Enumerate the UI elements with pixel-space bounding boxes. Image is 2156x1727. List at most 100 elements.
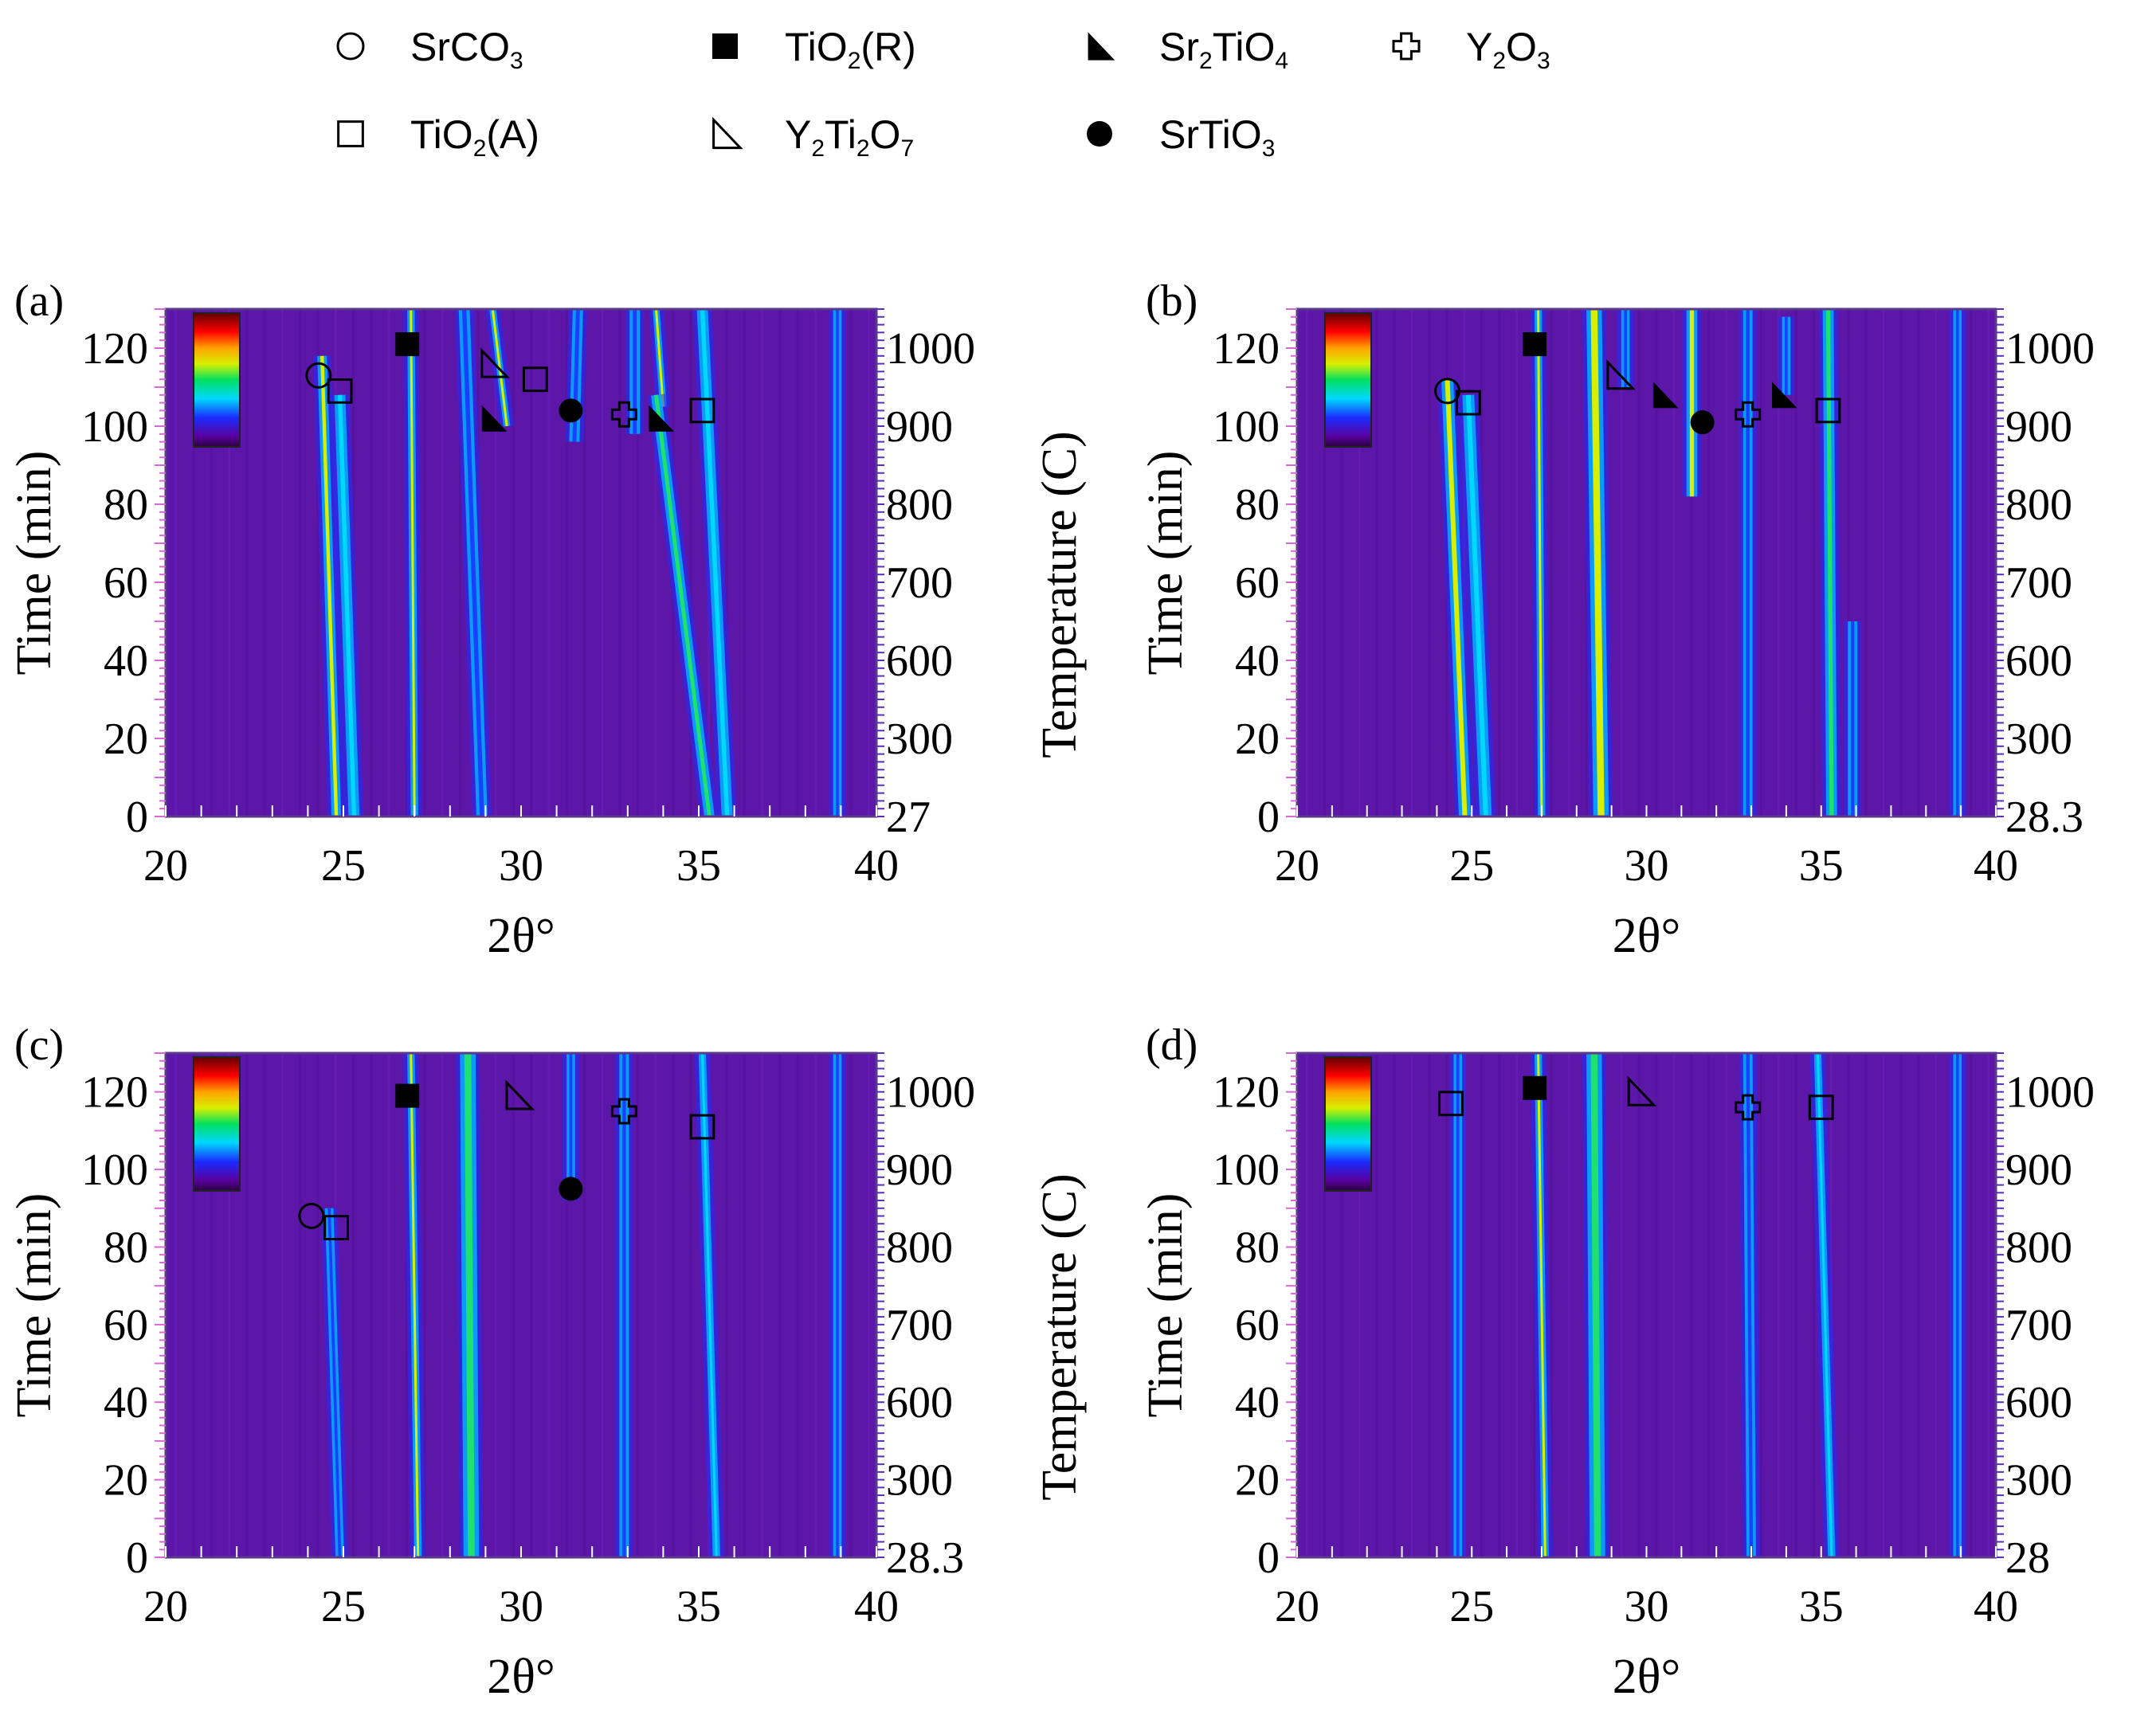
marker-open-triangle — [1606, 359, 1636, 390]
marker-open-triangle — [480, 347, 510, 378]
heatmap-streak — [352, 1053, 355, 1557]
legend-label-part: TiO — [1213, 25, 1276, 69]
heatmap-streak — [263, 309, 266, 817]
peak-8 — [1818, 308, 1841, 817]
marker-filled-square — [1523, 1075, 1547, 1100]
x-ticks — [165, 1546, 877, 1557]
legend-label-sr2tio4: Sr2TiO4 — [1159, 25, 1288, 74]
legend-label-tio2a: TiO2(A) — [410, 112, 539, 162]
peak-core — [1825, 308, 1834, 817]
temp-tick-label: 700 — [2005, 1301, 2072, 1350]
heatmap-streak — [743, 309, 746, 817]
x-tick-label: 40 — [1974, 841, 2018, 891]
peak-0 — [313, 355, 346, 817]
marker-filled-triangle — [481, 405, 508, 432]
legend-label-part: 2 — [848, 48, 861, 74]
heatmap-streak — [1672, 1053, 1676, 1557]
heatmap-streak — [1917, 309, 1920, 817]
panel-a: 20 25 30 35 40020406080100120273006007008009… — [7, 276, 1087, 963]
colorbar — [193, 312, 241, 448]
y-tick-label: 100 — [81, 402, 148, 452]
heatmap-streak — [565, 1053, 568, 1557]
heatmap-streak — [210, 1053, 213, 1557]
heatmap-streak — [1917, 1053, 1920, 1557]
y-tick-label: 120 — [1213, 324, 1280, 374]
heatmap-streak — [1323, 309, 1326, 817]
heatmap-streak — [263, 1053, 266, 1557]
marker-filled-square — [395, 1083, 420, 1108]
heatmap-streak — [1445, 1053, 1448, 1557]
heatmap-streak — [867, 1053, 870, 1557]
phase-markers — [305, 332, 715, 432]
x-tick-label: 35 — [676, 841, 721, 891]
temp-tick-label: 800 — [886, 1223, 953, 1272]
marker-filled-square — [395, 332, 420, 357]
temp-tick-label: 800 — [2005, 1223, 2072, 1272]
heatmap-streak — [1777, 1053, 1780, 1557]
temp-tick-label: 600 — [2005, 1378, 2072, 1427]
x-tick-label: 35 — [1799, 1582, 1844, 1631]
peak-2 — [1530, 308, 1550, 817]
temp-tick-label: 900 — [886, 402, 953, 452]
temp-tick-label: 800 — [886, 480, 953, 530]
heatmap-streak — [654, 1053, 657, 1557]
marker-open-square — [323, 1215, 349, 1241]
peak-core — [654, 308, 664, 407]
legend-marker-sr2tio4 — [1088, 32, 1115, 61]
heatmap-background — [1297, 309, 1996, 817]
y-axis-title: Time (min) — [7, 451, 61, 676]
peak-core — [320, 355, 339, 817]
heatmap-streak — [1410, 1053, 1413, 1557]
heatmap-streak — [796, 1053, 799, 1557]
diffraction-peaks — [313, 307, 846, 818]
left-minor-ticks — [1286, 308, 1297, 817]
heatmap-streak — [849, 1053, 853, 1557]
peak-2 — [1582, 1052, 1609, 1558]
peak-9 — [692, 308, 737, 817]
peak-core — [1590, 308, 1605, 817]
legend-item-srco3: SrCO3 — [336, 25, 523, 74]
temp-tick-label: 1000 — [886, 1068, 975, 1118]
peak-0 — [1437, 378, 1475, 817]
peak-core — [1537, 1052, 1546, 1558]
panel-label: (a) — [14, 276, 64, 326]
heatmap-streak — [530, 1053, 533, 1557]
y-tick-label: 120 — [81, 1068, 148, 1118]
y-tick-label: 0 — [1257, 1533, 1280, 1583]
heatmap-streak — [689, 309, 692, 817]
heatmap-streak — [423, 1053, 426, 1557]
colorbar — [193, 1056, 241, 1192]
y-tick-label: 40 — [1235, 636, 1280, 686]
y-tick-label: 0 — [1257, 793, 1280, 842]
marker-filled-circle — [559, 398, 583, 423]
heatmap-streak — [1760, 309, 1763, 817]
marker-open-cross — [1735, 1094, 1762, 1121]
y-tick-label: 40 — [1235, 1378, 1280, 1427]
heatmap-streak — [1707, 309, 1711, 817]
temp-tick-label: 600 — [2005, 636, 2072, 686]
heatmap-streak — [1567, 1053, 1570, 1557]
heatmap-streak — [1637, 1053, 1641, 1557]
temp-tick-label: 600 — [886, 636, 953, 686]
x-axis-title: 2θ° — [487, 1650, 555, 1704]
peak-core — [410, 1052, 420, 1558]
y-axis-title: Time (min) — [7, 1193, 61, 1418]
legend-label-part: 2 — [857, 135, 870, 162]
temp-tick-label: 28 — [2005, 1533, 2050, 1583]
legend-label-part: 7 — [900, 135, 914, 162]
peak-8 — [647, 394, 719, 818]
peak-core — [1465, 394, 1488, 817]
x-ticks — [1296, 1546, 1997, 1557]
heatmap-streak — [512, 309, 515, 817]
heatmap-streak — [512, 1053, 515, 1557]
y-tick-label: 60 — [1235, 558, 1280, 608]
y-tick-label: 60 — [104, 558, 148, 608]
y-tick-label: 80 — [1235, 480, 1280, 530]
heatmap-streak — [813, 309, 817, 817]
panel-label: (b) — [1146, 276, 1198, 326]
temp-tick-label: 300 — [886, 715, 953, 764]
temp-tick-label: 900 — [2005, 1145, 2072, 1195]
heatmap-streak — [1305, 309, 1308, 817]
heatmap-streak — [1375, 309, 1378, 817]
heatmap-streak — [245, 309, 249, 817]
